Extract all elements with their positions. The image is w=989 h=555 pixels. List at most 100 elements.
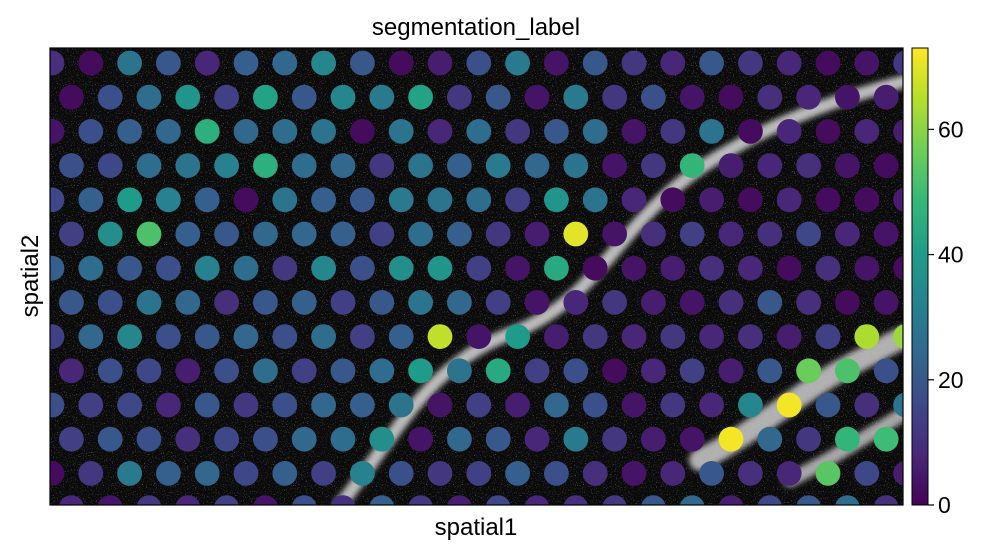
spot [388,255,414,281]
spot [854,50,880,76]
spot [388,392,414,418]
spot [776,255,802,281]
spot [78,118,104,144]
spot [815,255,841,281]
spot [718,495,744,505]
spot [136,153,162,179]
spot [641,153,666,179]
spot [78,50,104,76]
spot [796,84,821,110]
spot [447,84,472,110]
spot [621,324,647,349]
spot [330,495,356,505]
spot [815,461,841,486]
spot [330,153,356,179]
spot [602,358,627,384]
spot [136,221,162,247]
spot [505,461,530,486]
spot [815,392,841,418]
spot [699,324,724,349]
spot [602,153,627,179]
spot [660,187,686,213]
spot [544,255,569,281]
spot [59,153,84,179]
spot [679,290,705,315]
spot [718,426,744,452]
spot [427,324,453,349]
spot [50,324,65,349]
spot [699,50,724,76]
spot [621,392,647,418]
spot [97,221,123,247]
spot [311,392,336,418]
spot [427,392,453,418]
spot [214,358,240,384]
spot [835,358,860,384]
spot [50,50,65,76]
spot [272,50,298,76]
spot [194,392,220,418]
spot [175,84,201,110]
spot [214,153,240,179]
spot [350,187,375,213]
spot [272,118,298,144]
spot [233,187,259,213]
spot [194,461,220,486]
colorbar-ticks: 0 20 40 60 [928,116,964,518]
spot [78,392,104,418]
spot [156,324,181,349]
spot [97,153,123,179]
spot-layer [50,50,903,505]
spot [175,495,200,505]
spot [156,461,181,486]
spot [156,187,181,213]
spot [156,255,181,281]
plot-area [50,48,903,505]
spot [873,221,899,247]
spot [679,426,705,452]
spot [136,290,162,315]
spot [78,187,104,213]
spot [815,118,841,144]
spot [350,324,375,349]
spot [718,84,744,110]
spot [893,119,903,144]
spot [485,153,511,179]
spot [272,187,298,213]
spot [350,392,375,418]
spot [738,50,763,76]
spot [854,392,880,418]
spot [641,358,666,384]
spot [660,461,686,486]
spot [544,50,569,76]
spot [893,324,903,349]
spot [369,221,395,247]
spot [136,426,162,452]
spot [311,324,336,349]
spot [699,118,724,144]
spot [194,50,220,76]
spot [466,255,492,281]
spot [641,426,666,452]
spot [272,255,298,281]
spot [97,358,123,384]
spot [796,358,821,384]
spot [369,358,395,384]
spot [660,324,686,349]
spot [544,392,569,418]
spot [505,118,530,144]
spot [388,187,414,213]
spot [679,153,705,179]
spot [427,187,453,213]
spot [78,255,104,281]
spot [699,255,724,281]
spot [524,221,550,247]
spot [408,290,433,315]
spot [447,358,472,384]
spot [136,84,162,110]
spot [50,255,65,281]
spot [796,290,821,315]
colorbar-tick-label: 20 [938,367,964,393]
spot [505,187,530,213]
spot [233,461,259,486]
